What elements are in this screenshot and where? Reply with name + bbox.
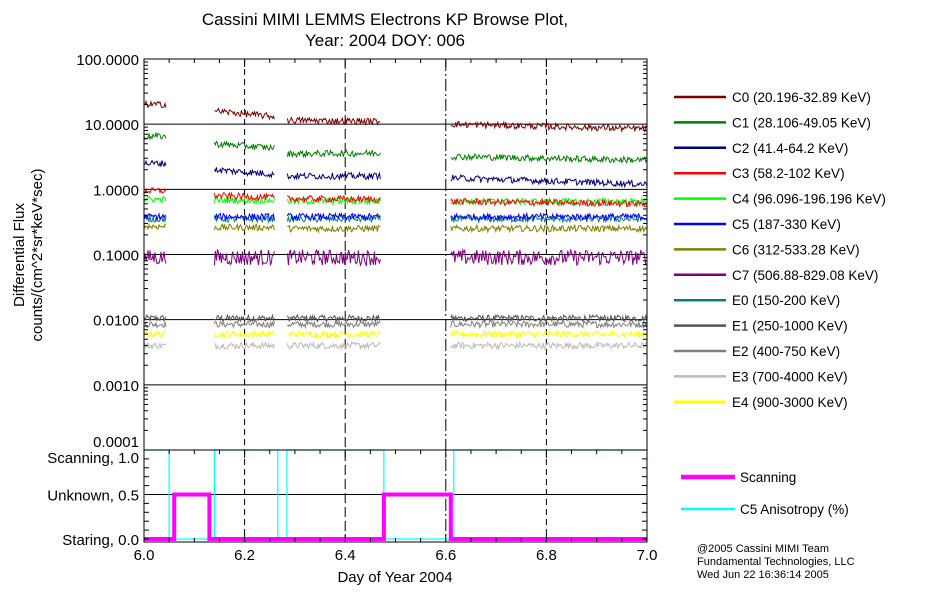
legend: C0 (20.196-32.89 KeV) C1 (28.106-49.05 Ke… [674, 90, 886, 410]
series-line-C5 [450, 211, 647, 222]
bottom-legend: Scanning C5 Anisotropy (%) [681, 470, 849, 517]
legend-label: C5 (187-330 KeV) [732, 217, 841, 232]
y-tick-label: 100.0000 [76, 52, 139, 69]
series-line-E1 [143, 313, 167, 323]
series-line-E2 [213, 320, 275, 330]
x-tick-label: 6.0 [134, 547, 155, 564]
series-line-C0 [450, 120, 647, 133]
series-line-E1 [450, 313, 648, 324]
series-line-C3 [287, 194, 381, 204]
series-line-C0 [143, 99, 167, 109]
series-line-E2 [287, 319, 381, 330]
series-line-C7 [286, 248, 381, 267]
legend-label: C6 (312-533.28 KeV) [732, 242, 860, 257]
y-tick-label: 10.0000 [85, 117, 139, 134]
y-tick-label: Unknown, 0.5 [47, 488, 139, 505]
series-line-C2 [450, 173, 648, 189]
series-line-E3 [143, 341, 167, 351]
series-line-E3 [286, 340, 381, 351]
credit-line: @2005 Cassini MIMI Team [697, 543, 829, 555]
x-axis-label: Day of Year 2004 [337, 569, 452, 586]
x-tick-label: 7.0 [637, 547, 658, 564]
series-line-C2 [213, 167, 275, 179]
series-line-C5 [213, 212, 275, 222]
legend-label: C0 (20.196-32.89 KeV) [732, 90, 871, 105]
legend-label: C3 (58.2-102 KeV) [732, 166, 845, 181]
series-line-C6 [450, 223, 648, 234]
series-line-C0 [214, 107, 275, 121]
y-axis-label-line2: counts/(cm^2*sr*keV*sec) [29, 169, 46, 342]
top-panel-series [143, 99, 648, 351]
top-panel-grid: 100.0000 10.0000 1.0000 0.1000 0.0100 0.0010 0… [76, 52, 647, 542]
legend-label: Scanning [740, 470, 796, 485]
series-line-C2 [143, 159, 167, 168]
legend-label: C7 (506.88-829.08 KeV) [732, 268, 878, 283]
series-line-C4 [143, 196, 167, 204]
series-line-C4 [450, 196, 648, 207]
series-line-C4 [286, 196, 381, 206]
series-line-C4 [213, 195, 275, 205]
legend-label: E4 (900-3000 KeV) [732, 395, 848, 410]
legend-label: C1 (28.106-49.05 KeV) [732, 115, 871, 130]
y-tick-label: Staring, 0.0 [62, 532, 139, 549]
credit-line: Fundamental Technologies, LLC [697, 556, 855, 568]
series-line-E2 [450, 319, 648, 329]
series-line-C7 [450, 248, 647, 267]
x-tick-label: 6.6 [435, 547, 456, 564]
y-tick-label: Scanning, 1.0 [47, 450, 139, 467]
series-line-E4 [450, 328, 647, 340]
series-line-C3 [213, 191, 275, 202]
y-tick-label: 0.0010 [93, 378, 139, 395]
series-line-C3 [450, 197, 647, 209]
legend-label: C4 (96.096-196.196 KeV) [732, 192, 886, 207]
bottom-panel-series [144, 449, 647, 541]
series-line-C5 [143, 212, 167, 222]
series-line-E3 [213, 340, 275, 351]
series-line-C1 [286, 148, 381, 159]
credits: @2005 Cassini MIMI Team Fundamental Tech… [697, 543, 855, 581]
y-tick-label: 1.0000 [93, 182, 139, 199]
legend-label: C5 Anisotropy (%) [740, 502, 849, 517]
x-tick-label: 6.4 [335, 547, 356, 564]
series-line-C6 [143, 223, 167, 230]
series-line-E0 [286, 213, 381, 224]
y-axis-label-line1: Differential Flux [11, 203, 28, 307]
series-line-E1 [286, 313, 381, 323]
y-axis-label: Differential Flux counts/(cm^2*sr*keV*se… [11, 169, 46, 342]
legend-label: E2 (400-750 KeV) [732, 344, 840, 359]
series-line-E4 [287, 330, 381, 340]
series-line-E2 [143, 321, 167, 329]
legend-label: E0 (150-200 KeV) [732, 293, 840, 308]
series-line-C5 [286, 211, 381, 222]
series-line-C7 [143, 250, 167, 265]
series-line-C2 [286, 171, 381, 182]
bottom-panel-grid: Scanning, 1.0 Unknown, 0.5 Staring, 0.0 [47, 449, 647, 549]
series-line-C7 [213, 248, 275, 267]
x-tick-label: 6.8 [536, 547, 557, 564]
credit-line: Wed Jun 22 16:36:14 2005 [697, 569, 829, 581]
series-line-scanning [144, 492, 647, 541]
series-line-E4 [213, 329, 275, 340]
series-line-C6 [213, 222, 275, 232]
chart-title-line2: Year: 2004 DOY: 006 [305, 31, 465, 50]
y-tick-label: 0.0100 [93, 313, 139, 330]
x-tick-label: 6.2 [234, 547, 255, 564]
legend-label: E1 (250-1000 KeV) [732, 319, 848, 334]
series-line-C1 [450, 152, 648, 165]
legend-label: C2 (41.4-64.2 KeV) [732, 141, 848, 156]
legend-label: E3 (700-4000 KeV) [732, 369, 848, 384]
y-tick-label: 0.1000 [93, 248, 139, 265]
series-line-C6 [287, 224, 381, 234]
series-line-C1 [213, 140, 275, 151]
series-line-E1 [214, 313, 275, 323]
series-line-E3 [450, 341, 647, 351]
series-line-C0 [286, 116, 381, 127]
axes: 6.0 6.2 6.4 6.6 6.8 7.0 [134, 58, 658, 564]
y-tick-label: 0.0001 [93, 434, 139, 451]
chart-title-line1: Cassini MIMI LEMMS Electrons KP Browse P… [202, 10, 568, 29]
